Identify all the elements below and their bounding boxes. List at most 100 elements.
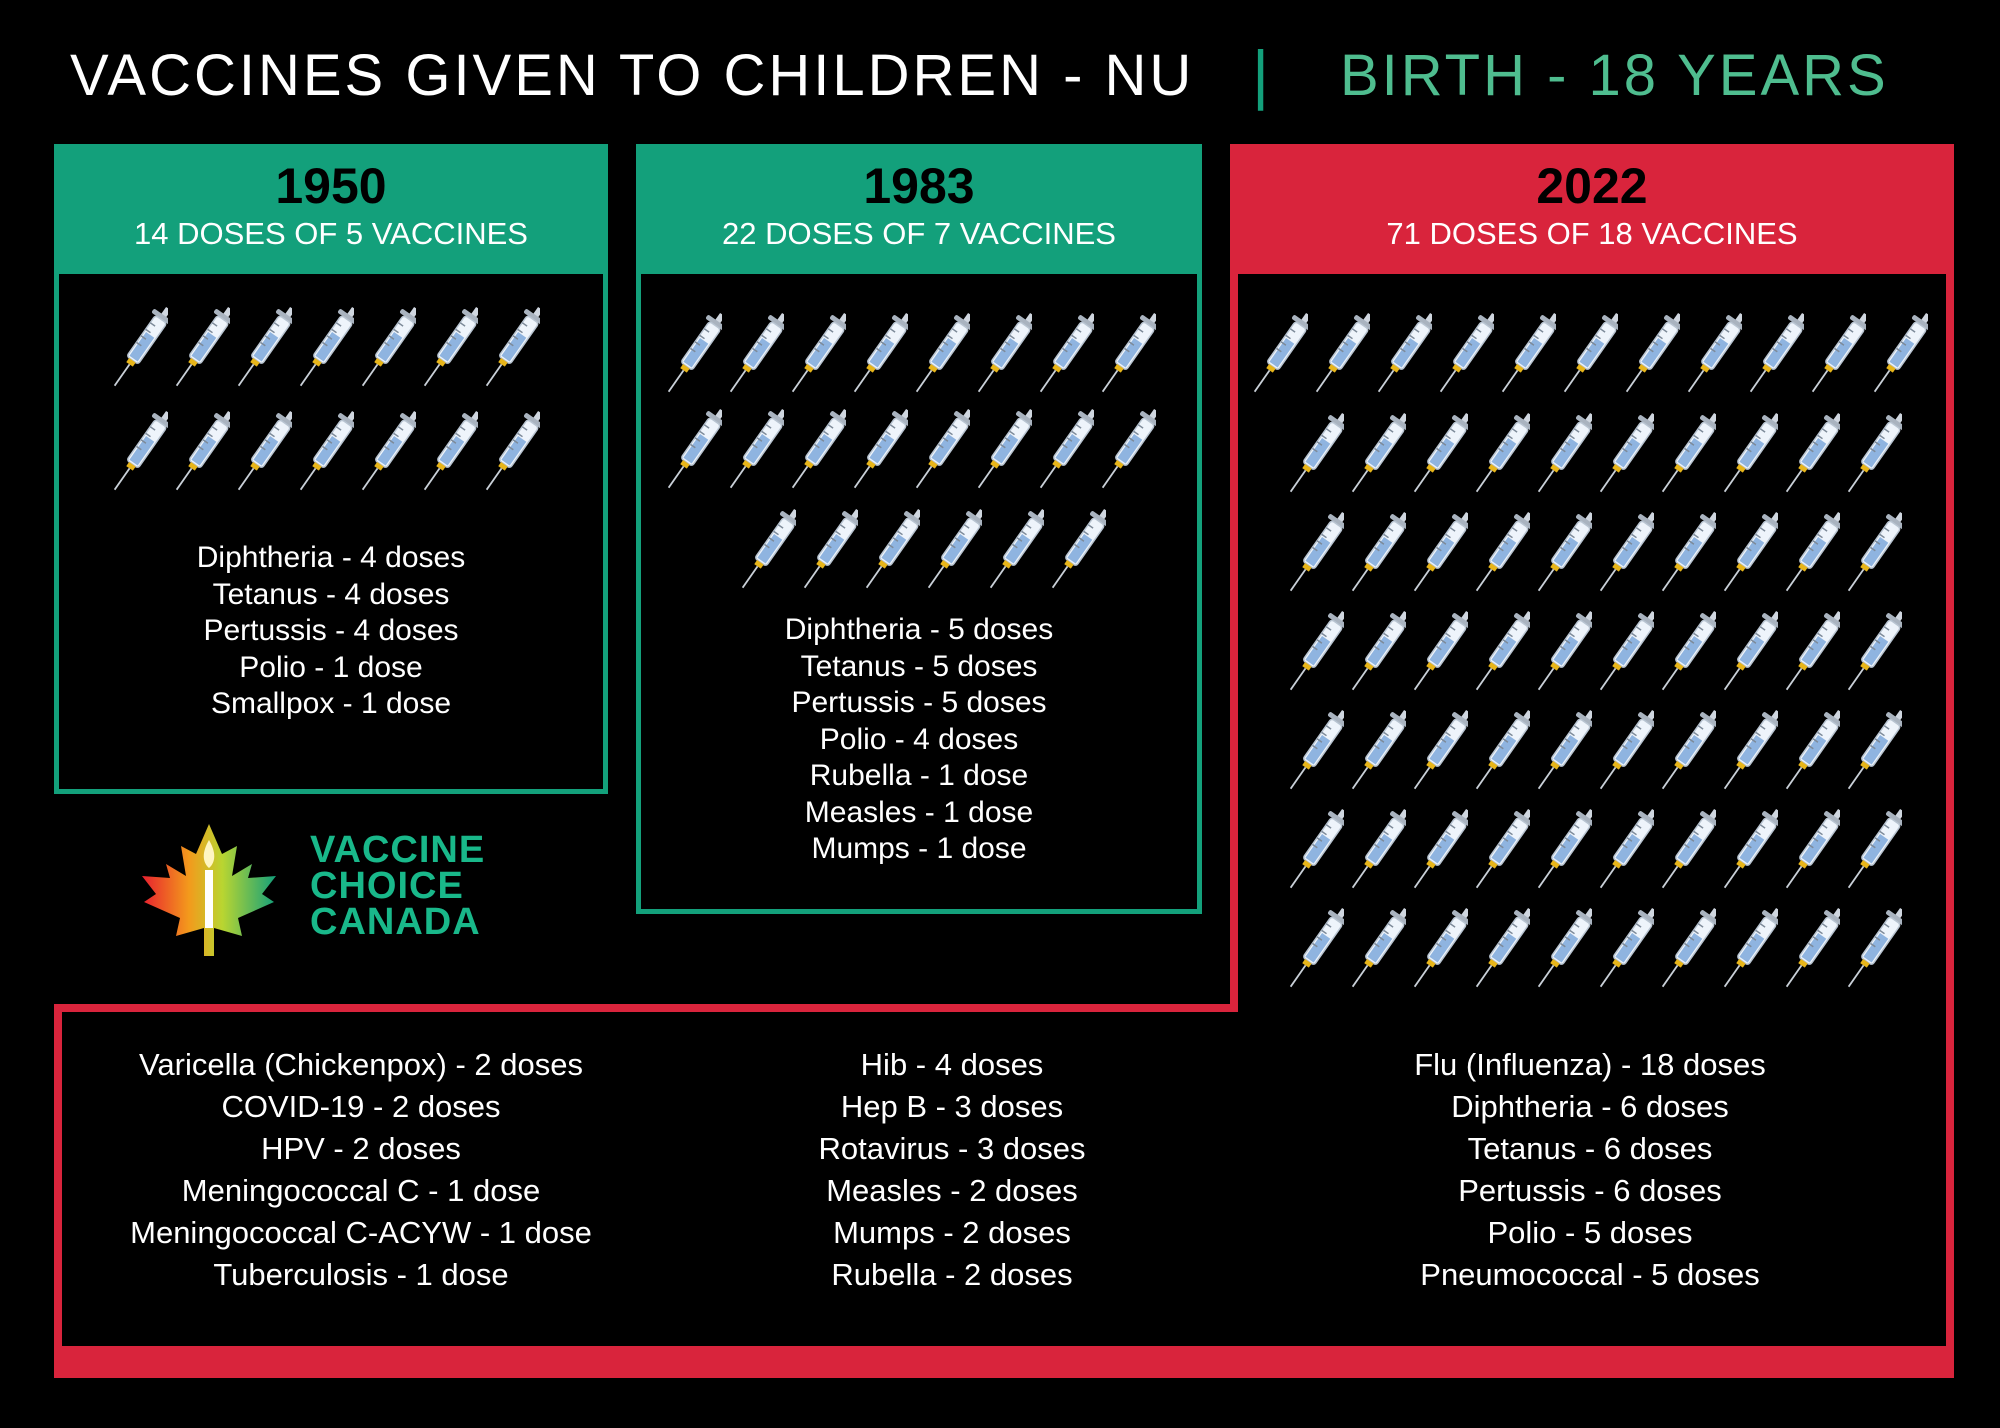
dose-item: COVID-19 - 2 doses bbox=[221, 1089, 501, 1124]
syringe-icon bbox=[1599, 701, 1659, 801]
syringe-icon bbox=[1475, 503, 1535, 603]
dose-item: Rubella - 1 dose bbox=[809, 759, 1029, 792]
syringe-icon bbox=[1413, 404, 1473, 504]
syringe-icon bbox=[1351, 800, 1411, 900]
dose-item: Varicella (Chickenpox) - 2 doses bbox=[139, 1047, 583, 1082]
syringe-icon bbox=[1351, 404, 1411, 504]
syringe-icon bbox=[1501, 304, 1561, 404]
syringe-icon bbox=[1847, 602, 1907, 702]
syringe-icon bbox=[853, 304, 913, 404]
syringe-icon bbox=[361, 402, 421, 502]
syringe-icon bbox=[1661, 701, 1721, 801]
syringe-icon bbox=[1101, 304, 1161, 404]
dose-item: Measles - 1 dose bbox=[804, 795, 1034, 829]
syringe-icon bbox=[299, 298, 359, 398]
syringe-icon bbox=[1289, 503, 1349, 603]
panel-1950-dose-list: Diphtheria - 4 doses Tetanus - 4 doses P… bbox=[58, 540, 604, 723]
syringe-icon bbox=[1661, 602, 1721, 702]
panel-2022-dose-column-1: Varicella (Chickenpox) - 2 doses COVID-1… bbox=[66, 1044, 656, 1296]
page-title: VACCINES GIVEN TO CHILDREN - NU bbox=[70, 43, 1195, 108]
syringe-icon bbox=[927, 500, 987, 600]
dose-item: Tetanus - 4 doses bbox=[212, 577, 450, 611]
panel-1983-summary: 22 DOSES OF 7 VACCINES bbox=[722, 216, 1116, 251]
syringe-icon bbox=[1413, 899, 1473, 999]
dose-item: Pertussis - 5 doses bbox=[791, 686, 1047, 719]
syringe-icon bbox=[1847, 899, 1907, 999]
panel-1950-year: 1950 bbox=[275, 158, 387, 214]
panel-1983-year: 1983 bbox=[863, 158, 975, 214]
syringe-icon bbox=[1315, 304, 1375, 404]
syringe-icon bbox=[1351, 602, 1411, 702]
syringe-icon bbox=[1537, 899, 1597, 999]
syringe-icon bbox=[1847, 404, 1907, 504]
syringe-icon bbox=[1811, 304, 1871, 404]
dose-item: Meningococcal C - 1 dose bbox=[181, 1173, 541, 1208]
syringe-icon bbox=[1563, 304, 1623, 404]
panel-2022-dose-column-3: Flu (Influenza) - 18 doses Diphtheria - … bbox=[1300, 1044, 1880, 1296]
dose-item: Polio - 5 doses bbox=[1487, 1215, 1693, 1250]
syringe-icon bbox=[1351, 503, 1411, 603]
syringe-icon bbox=[1537, 503, 1597, 603]
syringe-icon bbox=[791, 400, 851, 500]
syringe-icon bbox=[1847, 800, 1907, 900]
syringe-icon bbox=[485, 298, 545, 398]
dose-item: Flu (Influenza) - 18 doses bbox=[1414, 1047, 1766, 1082]
syringe-icon bbox=[1847, 503, 1907, 603]
syringe-icon bbox=[485, 402, 545, 502]
syringe-icon bbox=[1687, 304, 1747, 404]
maple-leaf-candle-icon bbox=[142, 824, 276, 956]
syringe-icon bbox=[1351, 899, 1411, 999]
syringe-icon bbox=[1289, 800, 1349, 900]
dose-item: Pneumococcal - 5 doses bbox=[1420, 1257, 1760, 1292]
panel-1950-header: 1950 14 DOSES OF 5 VACCINES bbox=[54, 144, 608, 274]
panel-1950-summary: 14 DOSES OF 5 VACCINES bbox=[134, 216, 528, 251]
syringe-icon bbox=[1475, 800, 1535, 900]
panel-1950-box bbox=[54, 274, 608, 794]
syringe-icon bbox=[667, 304, 727, 404]
syringe-icon bbox=[1785, 503, 1845, 603]
syringe-icon bbox=[1039, 400, 1099, 500]
syringe-icon bbox=[1785, 602, 1845, 702]
dose-item: Polio - 4 doses bbox=[819, 722, 1019, 756]
syringe-icon bbox=[741, 500, 801, 600]
syringe-icon bbox=[1661, 404, 1721, 504]
syringe-icon bbox=[667, 400, 727, 500]
syringe-icon bbox=[1723, 602, 1783, 702]
dose-item: Tetanus - 6 doses bbox=[1467, 1131, 1713, 1166]
syringe-icon bbox=[1413, 602, 1473, 702]
syringe-icon bbox=[915, 400, 975, 500]
dose-item: Diphtheria - 5 doses bbox=[784, 613, 1054, 646]
dose-item: HPV - 2 doses bbox=[261, 1131, 461, 1166]
syringe-icon bbox=[1599, 503, 1659, 603]
dose-item: Diphtheria - 6 doses bbox=[1451, 1089, 1729, 1124]
dose-item: Rotavirus - 3 doses bbox=[818, 1131, 1086, 1166]
panel-2022-dose-column-2: Hib - 4 doses Hep B - 3 doses Rotavirus … bbox=[730, 1044, 1174, 1296]
syringe-icon bbox=[1413, 503, 1473, 603]
syringe-icon bbox=[977, 304, 1037, 404]
syringe-icon bbox=[1289, 404, 1349, 504]
syringe-icon bbox=[1289, 602, 1349, 702]
panel-1983-header: 1983 22 DOSES OF 7 VACCINES bbox=[636, 144, 1202, 274]
syringe-icon bbox=[1475, 701, 1535, 801]
syringe-icon bbox=[1749, 304, 1809, 404]
syringe-icon bbox=[1537, 404, 1597, 504]
dose-item: Smallpox - 1 dose bbox=[210, 687, 452, 720]
syringe-icon bbox=[1785, 701, 1845, 801]
syringe-icon bbox=[1723, 404, 1783, 504]
syringe-icon bbox=[1599, 404, 1659, 504]
syringe-icon bbox=[729, 400, 789, 500]
syringe-icon bbox=[1439, 304, 1499, 404]
syringe-icon bbox=[1537, 800, 1597, 900]
syringe-icon bbox=[1101, 400, 1161, 500]
title-separator: | bbox=[1252, 37, 1270, 111]
syringe-icon bbox=[1599, 899, 1659, 999]
syringe-icon bbox=[1599, 800, 1659, 900]
dose-item: Meningococcal C-ACYW - 1 dose bbox=[130, 1215, 592, 1250]
syringe-icon bbox=[1475, 404, 1535, 504]
syringe-icon bbox=[1051, 500, 1111, 600]
logo-line-2: CHOICE bbox=[310, 865, 464, 907]
syringe-icon bbox=[1661, 800, 1721, 900]
syringe-icon bbox=[1537, 701, 1597, 801]
syringe-icon bbox=[1289, 899, 1349, 999]
syringe-icon bbox=[803, 500, 863, 600]
